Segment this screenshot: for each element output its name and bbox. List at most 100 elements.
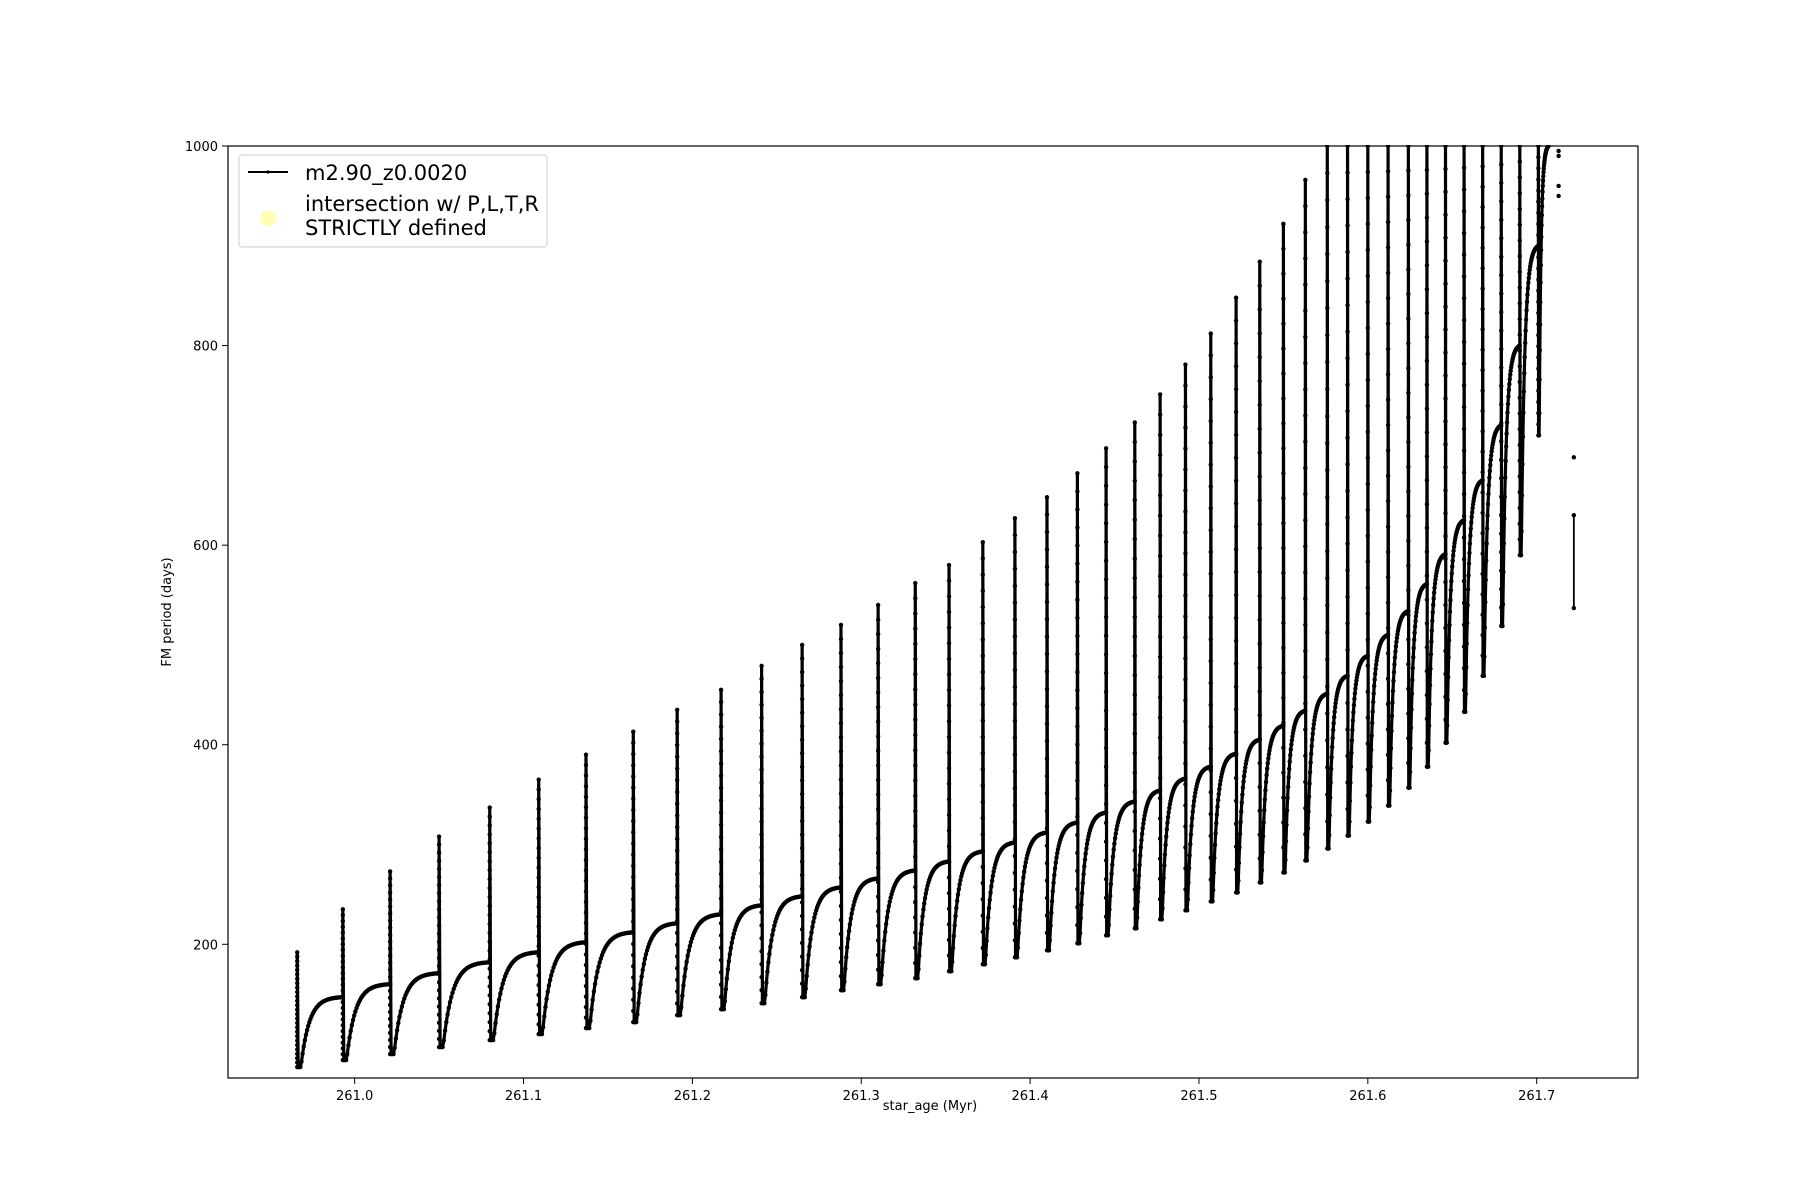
series-point — [1132, 809, 1137, 814]
series-point — [1103, 820, 1109, 826]
series-point — [1111, 847, 1116, 852]
series-point — [956, 886, 962, 892]
series-point — [881, 948, 886, 953]
series-point — [1164, 827, 1170, 832]
series-point — [1160, 889, 1166, 895]
series-point — [631, 852, 636, 857]
series-point — [1216, 791, 1221, 797]
series-point — [1523, 328, 1528, 333]
series-point — [1505, 410, 1510, 415]
series-point — [1157, 715, 1163, 720]
series-point — [1310, 731, 1315, 736]
series-point — [1424, 716, 1430, 722]
series-point — [1303, 753, 1308, 758]
series-point — [1018, 897, 1024, 902]
series-point — [1506, 394, 1511, 399]
series-point — [340, 959, 346, 964]
series-point — [1480, 592, 1485, 597]
series-point — [1443, 579, 1448, 585]
series-point — [1345, 196, 1350, 202]
series-point — [1467, 541, 1473, 546]
series-point — [1015, 945, 1021, 950]
series-point — [1507, 381, 1512, 387]
series-point — [1157, 493, 1163, 498]
series-point — [1282, 870, 1288, 875]
series-point — [1463, 709, 1468, 714]
series-point — [1410, 677, 1415, 683]
series-point — [1406, 439, 1411, 445]
series-point — [980, 815, 986, 821]
series-point — [1431, 590, 1437, 595]
series-point — [946, 781, 952, 786]
y-tick-label: 1000 — [185, 140, 218, 155]
series-point — [1290, 734, 1295, 739]
series-point — [1012, 549, 1018, 555]
series-point — [1450, 564, 1455, 569]
series-point — [1443, 551, 1448, 557]
series-point — [1303, 648, 1308, 654]
series-point — [1345, 276, 1350, 281]
series-point — [1430, 610, 1435, 615]
series-point — [1345, 355, 1350, 361]
series-point — [487, 832, 492, 837]
series-point — [1303, 439, 1308, 444]
series-point — [799, 724, 805, 729]
series-point — [539, 1031, 545, 1037]
series-point — [1392, 662, 1397, 667]
series-point — [487, 823, 492, 828]
series-point — [1303, 701, 1308, 706]
series-point — [1132, 887, 1137, 892]
series-point — [1303, 518, 1308, 523]
series-point — [536, 914, 541, 919]
series-point — [1464, 620, 1470, 626]
series-point — [1468, 533, 1473, 538]
series-point — [1347, 819, 1352, 824]
series-point — [1103, 652, 1109, 657]
series-point — [980, 718, 986, 723]
series-point — [301, 1044, 306, 1049]
x-tick-label: 261.3 — [843, 1089, 880, 1104]
series-point — [1012, 904, 1018, 909]
series-point — [487, 894, 492, 900]
series-point — [1461, 383, 1467, 388]
series-point — [812, 915, 817, 920]
series-point — [1443, 465, 1448, 470]
series-point — [765, 969, 770, 974]
series-point — [946, 703, 952, 708]
series-point — [1424, 239, 1430, 244]
series-point — [1044, 808, 1050, 814]
series-point — [340, 1040, 346, 1045]
series-point — [1303, 282, 1308, 287]
series-point — [1233, 478, 1239, 483]
series-point — [1240, 792, 1245, 797]
series-point — [1461, 687, 1467, 693]
series-point — [1469, 509, 1475, 515]
series-point — [799, 751, 805, 756]
series-point — [1536, 433, 1542, 438]
series-point — [1365, 429, 1371, 435]
series-point — [1385, 701, 1391, 707]
series-point — [1469, 514, 1474, 520]
series-point — [1257, 307, 1262, 312]
series-point — [1075, 651, 1080, 657]
series-point — [1183, 824, 1188, 829]
series-point — [1084, 846, 1089, 851]
series-point — [583, 763, 589, 768]
series-point — [583, 899, 589, 905]
series-point — [1305, 826, 1311, 831]
series-point — [436, 963, 442, 969]
series-point — [1208, 440, 1213, 445]
series-point — [436, 858, 442, 864]
series-point — [1406, 588, 1411, 593]
series-point — [1136, 885, 1141, 890]
series-point — [1243, 765, 1248, 770]
series-point — [674, 930, 680, 936]
series-point — [636, 1000, 641, 1006]
series-point — [1499, 273, 1504, 278]
series-point — [1412, 630, 1417, 635]
series-point — [810, 924, 815, 930]
series-point — [1407, 785, 1412, 790]
series-point — [583, 1004, 589, 1010]
series-point — [631, 986, 636, 991]
series-point — [1408, 725, 1414, 730]
